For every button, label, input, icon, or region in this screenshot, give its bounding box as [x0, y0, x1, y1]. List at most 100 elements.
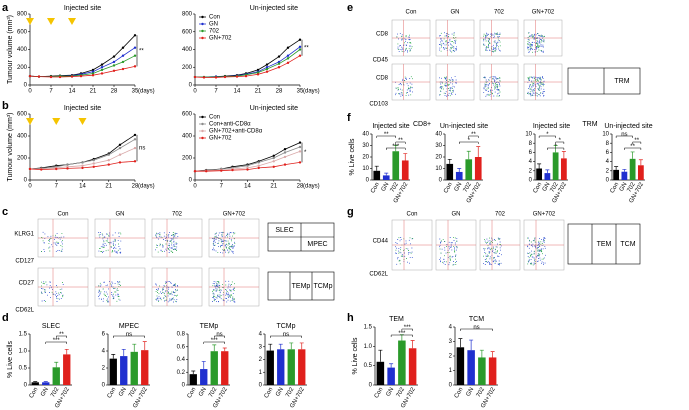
series-marker	[256, 73, 260, 76]
error-bar	[545, 169, 550, 174]
y-tick-label: 0.6	[177, 344, 186, 350]
significance-label: *	[546, 132, 549, 138]
flow-dots	[98, 232, 122, 253]
significance-label: ns	[126, 332, 132, 338]
y-tick-label: 4	[102, 349, 106, 355]
significance-label: ***	[392, 144, 400, 150]
y-tick-label: 3	[259, 344, 263, 350]
gate-box	[267, 271, 335, 301]
series-marker	[265, 63, 269, 66]
legend-swatch	[201, 136, 204, 140]
significance-bracket	[615, 135, 633, 138]
y-tick-label: 0	[189, 178, 193, 184]
x-tick-label: GN	[454, 182, 464, 193]
legend-swatch	[201, 15, 204, 19]
flow-column-label: GN	[116, 212, 125, 218]
series-marker	[107, 163, 110, 166]
error-bar	[457, 168, 462, 172]
flow-dots	[483, 237, 502, 266]
legend-swatch	[201, 29, 204, 33]
x-tick-label: 7	[214, 89, 218, 95]
y-tick-label: 4	[259, 332, 263, 338]
series-line	[29, 134, 136, 170]
x-tick-label: Con	[187, 387, 198, 400]
flow-dots	[440, 32, 457, 53]
series-marker	[277, 55, 281, 58]
panel-letter: c	[2, 206, 8, 218]
significance-bracket	[376, 135, 396, 138]
chart-title: TCMp	[276, 323, 295, 330]
significance-bracket	[555, 141, 565, 144]
x-tick-label: 28	[276, 89, 283, 95]
series-marker	[298, 141, 302, 144]
flow-y-label: CD27	[19, 281, 35, 287]
flow-column-label: 702	[494, 10, 505, 16]
significance-label: ns	[621, 132, 627, 138]
y-tick-label: 1.5	[19, 332, 28, 338]
y-tick-label: 10	[362, 166, 369, 172]
x-tick-label: 0	[193, 184, 197, 190]
error-bar	[222, 347, 227, 352]
chart-title: Un-injected site	[440, 123, 488, 130]
bar	[467, 350, 475, 385]
error-bar	[466, 150, 471, 160]
x-tick-label: 702	[550, 181, 561, 193]
significance-bracket	[56, 335, 67, 338]
series-marker	[70, 75, 74, 78]
x-tick-label: 14	[234, 89, 241, 95]
significance-label: **	[630, 144, 635, 150]
series-marker	[265, 70, 269, 73]
y-tick-label: 2	[259, 357, 263, 363]
bar	[200, 369, 208, 385]
panel-letter: b	[2, 100, 9, 112]
series-marker	[283, 163, 287, 166]
error-bar	[43, 381, 48, 383]
error-bar	[268, 343, 273, 351]
y-tick-label: 200	[17, 156, 28, 162]
series-marker	[298, 45, 302, 49]
x-tick-label: GN	[542, 182, 552, 193]
bar	[387, 367, 395, 385]
series-marker	[286, 61, 290, 65]
x-tick-label: Con	[374, 387, 385, 400]
legend-swatch	[201, 129, 204, 133]
y-tick-label: 600	[17, 29, 28, 35]
y-tick-label: 0	[24, 383, 28, 389]
significance-label: *	[468, 138, 471, 144]
flow-dots	[155, 232, 177, 254]
error-bar	[622, 169, 627, 172]
error-bar	[64, 348, 69, 355]
flow-y-label: CD8	[376, 32, 389, 38]
flow-dots	[396, 34, 413, 53]
y-tick-label: 200	[17, 65, 28, 71]
x-tick-label: 0	[28, 184, 32, 190]
flow-column-label: GN+702	[533, 212, 556, 218]
series-marker	[133, 65, 137, 68]
y-tick-label: 400	[17, 134, 28, 140]
series-marker	[112, 69, 116, 73]
bar	[221, 351, 229, 385]
x-tick-label: 28	[111, 89, 118, 95]
x-tick-label: GN	[619, 182, 629, 193]
series-marker	[66, 167, 69, 170]
flow-column-label: GN	[452, 212, 461, 218]
significance-bracket	[460, 328, 493, 331]
series-marker	[256, 71, 260, 74]
flow-x-label: CD45	[373, 58, 389, 64]
x-tick-label: 14	[244, 184, 251, 190]
flow-dots	[155, 282, 178, 302]
y-tick-label: 600	[182, 29, 193, 35]
y-tick-label: 400	[182, 47, 193, 53]
bar	[629, 158, 636, 180]
bar	[382, 175, 390, 180]
error-bar	[410, 340, 415, 349]
y-tick-label: 8	[606, 141, 610, 147]
series-marker	[121, 46, 125, 49]
series-marker	[283, 155, 287, 159]
significance-label: *	[554, 144, 557, 150]
series-marker	[91, 72, 95, 75]
gate-label: TRM	[614, 78, 629, 85]
chart-title: Injected site	[64, 5, 101, 12]
bar	[455, 171, 463, 180]
x-tick-label: 35	[297, 89, 304, 95]
